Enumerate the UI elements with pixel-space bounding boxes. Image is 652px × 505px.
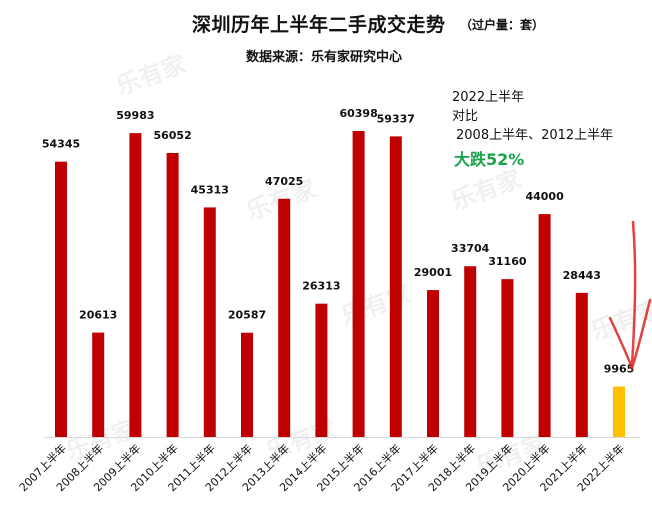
bar-2021上半年 bbox=[575, 292, 588, 437]
data-label: 56052 bbox=[153, 129, 191, 142]
data-label: 31160 bbox=[488, 255, 527, 268]
data-label: 20613 bbox=[79, 309, 117, 322]
bar-2015上半年 bbox=[352, 131, 365, 437]
chart-unit: （过户量：套） bbox=[460, 18, 545, 32]
bar-2014上半年 bbox=[315, 303, 328, 437]
bar-2011上半年 bbox=[203, 207, 216, 437]
bar-2007上半年 bbox=[55, 161, 67, 437]
bar-2010上半年 bbox=[166, 153, 179, 437]
chart-source: 数据来源：乐有家研究中心 bbox=[246, 50, 403, 65]
bar-2017上半年 bbox=[427, 290, 439, 437]
data-label: 59337 bbox=[377, 112, 415, 125]
bar-2009上半年 bbox=[129, 133, 142, 438]
bar-2018上半年 bbox=[464, 266, 477, 437]
bar-2013上半年 bbox=[278, 198, 291, 437]
data-label: 54345 bbox=[42, 138, 80, 151]
arrow-annotation bbox=[608, 220, 652, 372]
data-label: 28443 bbox=[563, 269, 601, 282]
annotation-line-1: 2022上半年 bbox=[452, 90, 525, 105]
data-label: 26313 bbox=[302, 280, 340, 293]
data-label: 60398 bbox=[339, 107, 377, 120]
annotation-highlight: 大跌52% bbox=[454, 150, 525, 169]
annotation-line-3: 2008上半年、2012上半年 bbox=[456, 128, 614, 143]
data-label: 45313 bbox=[191, 183, 229, 196]
bar-2012上半年 bbox=[241, 332, 253, 437]
data-label: 59983 bbox=[116, 109, 154, 122]
data-label: 29001 bbox=[414, 266, 452, 279]
annotation-line-2: 对比 bbox=[452, 109, 479, 124]
chart-title: 深圳历年上半年二手成交走势 bbox=[192, 14, 446, 36]
data-label: 20587 bbox=[228, 309, 266, 322]
watermark: 乐有家 bbox=[337, 280, 414, 331]
data-label: 47025 bbox=[265, 175, 303, 188]
bar-2016上半年 bbox=[389, 136, 402, 438]
bar-2019上半年 bbox=[501, 279, 514, 437]
bar-2020上半年 bbox=[538, 214, 551, 437]
data-label: 9965 bbox=[604, 363, 635, 376]
data-label: 33704 bbox=[451, 242, 490, 255]
watermark: 乐有家 bbox=[447, 165, 524, 216]
bar-2008上半年 bbox=[92, 332, 105, 437]
bar-2022上半年 bbox=[613, 386, 625, 437]
watermark: 乐有家 bbox=[112, 50, 189, 101]
data-label: 44000 bbox=[525, 190, 564, 203]
